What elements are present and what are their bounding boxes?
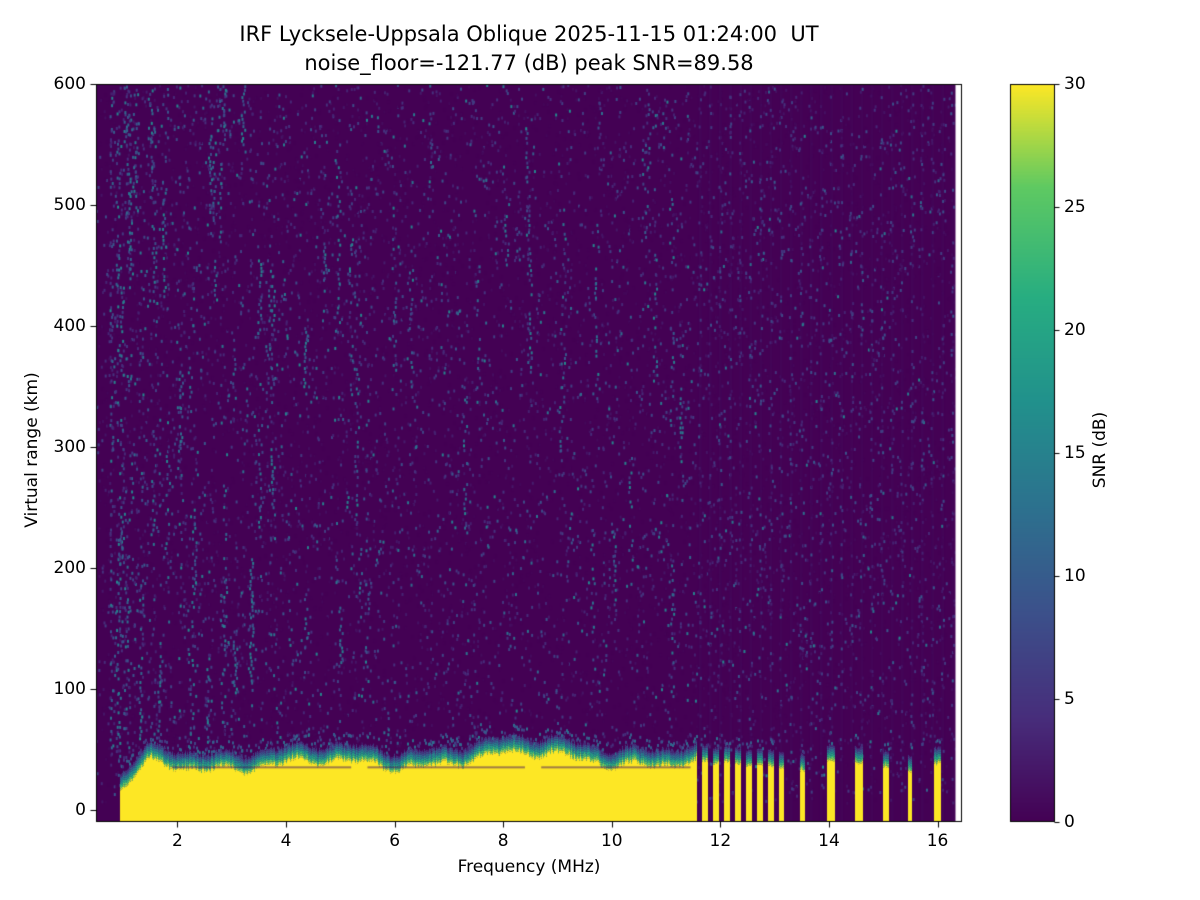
x-tick-label-4: 4 (280, 831, 292, 851)
y-tick-label-500: 500 (53, 194, 86, 215)
y-tick-label-0: 0 (75, 799, 86, 820)
y-tick-label-600: 600 (53, 74, 86, 94)
x-tick-label-16: 16 (926, 831, 949, 851)
chart-title: IRF Lycksele-Uppsala Oblique 2025-11-15 … (96, 20, 962, 78)
colorbar-label: SNR (dB) (1090, 411, 1110, 489)
colorbar-tick-label-25: 25 (1064, 197, 1086, 217)
x-tick-label-12: 12 (709, 831, 732, 851)
x-tick-label-10: 10 (600, 831, 623, 851)
y-tick-label-400: 400 (53, 315, 86, 336)
x-axis-label: Frequency (MHz) (457, 857, 601, 877)
y-axis-label: Virtual range (km) (22, 372, 42, 528)
colorbar-tick-label-10: 10 (1064, 566, 1086, 586)
colorbar-tick-label-0: 0 (1064, 812, 1075, 832)
y-tick-label-200: 200 (53, 557, 86, 578)
colorbar-tick-label-30: 30 (1064, 74, 1086, 94)
y-tick-label-100: 100 (53, 678, 86, 699)
chart-title-line2: noise_floor=-121.77 (dB) peak SNR=89.58 (304, 51, 754, 75)
colorbar-tick-label-20: 20 (1064, 320, 1086, 340)
x-tick-label-8: 8 (497, 831, 509, 851)
chart-title-line1: IRF Lycksele-Uppsala Oblique 2025-11-15 … (239, 22, 819, 46)
x-tick-label-6: 6 (389, 831, 401, 851)
x-tick-label-14: 14 (818, 831, 840, 851)
colorbar-tick-label-15: 15 (1064, 443, 1086, 463)
x-tick-label-2: 2 (172, 831, 183, 851)
y-tick-label-300: 300 (53, 436, 86, 457)
colorbar-tick-label-5: 5 (1064, 689, 1075, 709)
